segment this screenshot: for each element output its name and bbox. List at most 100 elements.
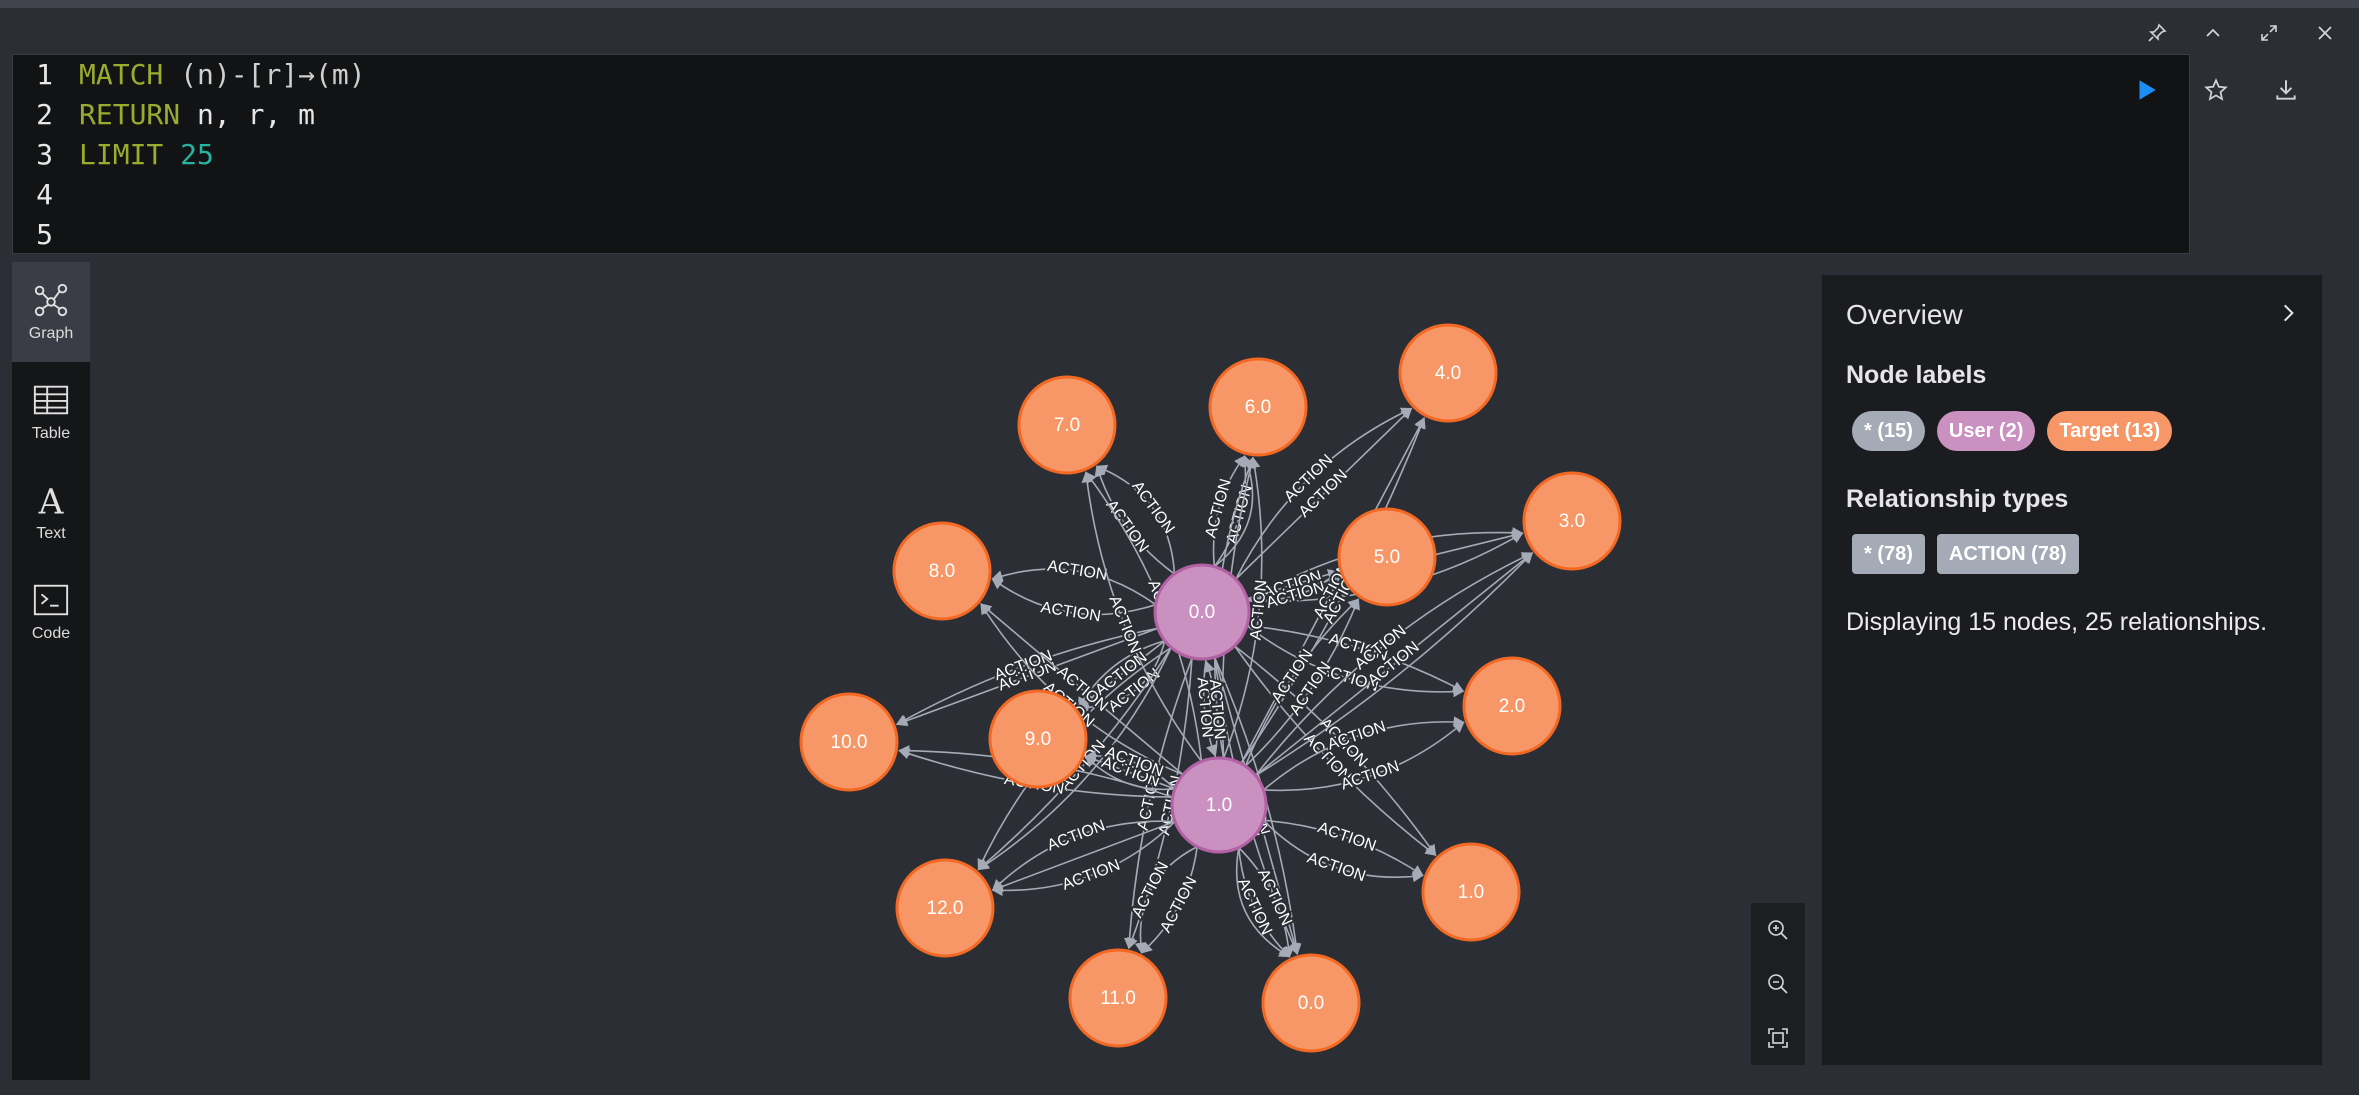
pin-button[interactable]	[2139, 18, 2175, 48]
relationship-edge[interactable]	[1246, 624, 1465, 692]
line-number: 3	[36, 138, 53, 171]
editor-line[interactable]: 1 MATCH (n)-[r]→(m)	[13, 55, 365, 95]
target-node[interactable]: 9.0	[988, 689, 1088, 789]
target-node[interactable]: 12.0	[895, 858, 995, 958]
zoom-in-icon	[1768, 920, 1788, 940]
view-graph-button[interactable]: Graph	[12, 262, 90, 362]
relationship-edge[interactable]	[991, 820, 1176, 891]
graph-icon	[34, 283, 68, 317]
user-node[interactable]: 1.0	[1170, 756, 1268, 854]
download-button[interactable]	[2270, 72, 2302, 108]
target-node[interactable]: 8.0	[892, 521, 992, 621]
view-text-button[interactable]: A Text	[12, 462, 90, 562]
relationship-edge[interactable]	[1235, 407, 1413, 580]
node-label-chip[interactable]: Target (13)	[2047, 411, 2173, 451]
relationship-edge[interactable]	[1255, 552, 1534, 777]
target-node[interactable]: 2.0	[1462, 656, 1562, 756]
relationship-edge[interactable]	[1246, 625, 1465, 698]
relationship-edge[interactable]	[991, 568, 1157, 606]
relationship-edge[interactable]	[1238, 847, 1291, 958]
relationship-edge[interactable]	[1213, 455, 1254, 568]
target-node[interactable]: 3.0	[1522, 471, 1622, 571]
relationship-edge[interactable]	[1095, 464, 1176, 574]
relationship-edge[interactable]	[1235, 847, 1291, 958]
relationship-edge[interactable]	[1262, 819, 1424, 883]
editor-line[interactable]: 4	[13, 175, 79, 215]
graph-canvas[interactable]: ACTION ACTION ACTION ACTION ACTION ACTION ACTI…	[92, 262, 1819, 1080]
node-label-chip[interactable]: User (2)	[1936, 411, 2036, 451]
node-caption: 4.0	[1435, 363, 1461, 384]
relationship-edge[interactable]	[1212, 455, 1246, 567]
target-node[interactable]: 11.0	[1068, 948, 1168, 1048]
relationship-type-chip[interactable]: ACTION (78)	[1936, 534, 2079, 574]
node-label-chip[interactable]: * (15)	[1852, 411, 1925, 451]
relationship-edge[interactable]	[977, 647, 1172, 871]
relationship-edge[interactable]	[895, 627, 1159, 727]
relationship-edge[interactable]	[1254, 552, 1534, 777]
relationship-edge[interactable]	[1240, 417, 1426, 764]
top-strip	[0, 0, 2359, 8]
graph-visualization[interactable]: ACTIONACTIONACTIONACTIONACTIONACTIONACTI…	[92, 262, 1819, 1080]
editor-line[interactable]: 3 LIMIT 25	[13, 135, 214, 175]
relationship-edge[interactable]	[1134, 845, 1198, 954]
zoom-in-button[interactable]	[1758, 910, 1798, 950]
relationship-edge[interactable]	[991, 820, 1176, 892]
relationship-label: ACTION	[1046, 558, 1108, 584]
relationship-edge[interactable]	[1234, 407, 1413, 580]
target-node[interactable]: 10.0	[799, 692, 899, 792]
relationship-edge[interactable]	[1204, 660, 1219, 759]
relationship-edge[interactable]	[1255, 552, 1534, 777]
relationship-edge[interactable]	[1077, 640, 1166, 709]
relationship-edge[interactable]	[1123, 657, 1193, 950]
overview-collapse-button[interactable]	[2272, 297, 2304, 329]
editor-line[interactable]: 2 RETURN n, r, m	[13, 95, 315, 135]
node-caption: 12.0	[927, 898, 964, 919]
relationship-edge[interactable]	[1081, 471, 1203, 762]
relationship-edge[interactable]	[1263, 721, 1465, 792]
collapse-button[interactable]	[2195, 18, 2231, 48]
relationship-type-chip[interactable]: * (78)	[1852, 534, 1925, 574]
relationship-edge[interactable]	[1240, 417, 1425, 764]
close-button[interactable]	[2307, 18, 2343, 48]
relationship-edge[interactable]	[1246, 570, 1339, 601]
relationship-edge[interactable]	[1244, 598, 1360, 767]
relationship-edge[interactable]	[1234, 645, 1437, 857]
relationship-label: ACTION	[1305, 850, 1368, 886]
relationship-edge[interactable]	[991, 578, 1156, 616]
run-button[interactable]	[2130, 72, 2162, 108]
target-node[interactable]: 7.0	[1017, 375, 1117, 475]
view-table-button[interactable]: Table	[12, 362, 90, 462]
editor-line[interactable]: 5	[13, 215, 79, 255]
relationship-edge[interactable]	[980, 603, 1184, 776]
user-node[interactable]: 0.0	[1153, 563, 1251, 661]
expand-icon	[2261, 25, 2277, 41]
query-editor[interactable]: 1 MATCH (n)-[r]→(m) 2 RETURN n, r, m 3 LIMIT …	[12, 54, 2190, 254]
relationship-edge[interactable]	[1094, 465, 1175, 575]
relationship-edge[interactable]	[1244, 598, 1360, 767]
favorite-button[interactable]	[2200, 72, 2232, 108]
relationship-edge[interactable]	[1238, 847, 1295, 958]
target-node[interactable]: 0.0	[1261, 953, 1361, 1053]
node-caption: 11.0	[1100, 988, 1136, 1009]
target-node[interactable]: 6.0	[1208, 357, 1308, 457]
relationship-edge[interactable]	[1140, 846, 1199, 954]
relationship-edge[interactable]	[1233, 645, 1437, 856]
relationship-edge[interactable]	[1222, 456, 1263, 759]
fit-to-screen-button[interactable]	[1758, 1018, 1798, 1058]
zoom-out-button[interactable]	[1758, 964, 1798, 1004]
node-caption: 1.0	[1458, 882, 1484, 903]
code-token: RETURN	[79, 98, 181, 131]
relationship-edge[interactable]	[895, 627, 1159, 726]
view-label: Graph	[28, 325, 74, 342]
view-code-button[interactable]: Code	[12, 562, 90, 662]
target-node[interactable]: 5.0	[1337, 507, 1437, 607]
target-node[interactable]: 4.0	[1398, 323, 1498, 423]
target-node[interactable]: 1.0	[1421, 842, 1521, 942]
relationship-edge[interactable]	[1263, 716, 1465, 791]
node-caption: 5.0	[1374, 547, 1400, 568]
relationship-edge[interactable]	[991, 820, 1176, 897]
code-token: 25	[180, 138, 214, 171]
relationship-edge[interactable]	[1263, 819, 1424, 877]
node-labels-heading: Node labels	[1846, 361, 1987, 389]
fullscreen-button[interactable]	[2251, 18, 2287, 48]
